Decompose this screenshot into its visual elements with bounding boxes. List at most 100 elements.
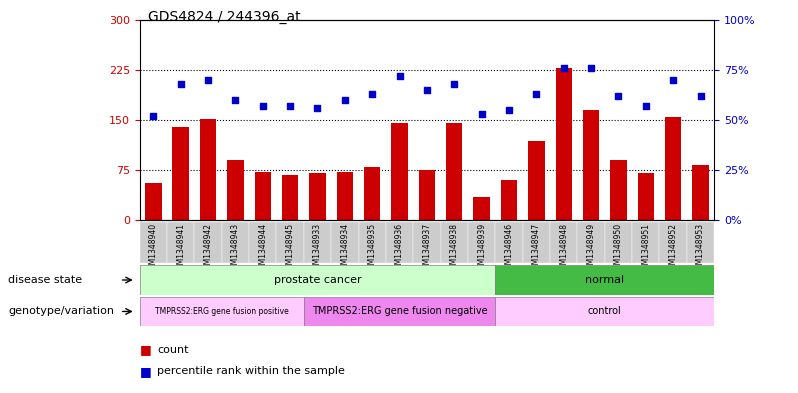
Bar xyxy=(665,117,681,220)
Bar xyxy=(331,222,358,263)
Text: GSM1348942: GSM1348942 xyxy=(203,223,212,274)
Bar xyxy=(222,222,249,263)
Text: GSM1348940: GSM1348940 xyxy=(149,223,158,274)
Text: GSM1348943: GSM1348943 xyxy=(231,223,240,274)
Bar xyxy=(555,68,572,220)
Text: GSM1348945: GSM1348945 xyxy=(286,223,294,274)
Text: GSM1348953: GSM1348953 xyxy=(696,223,705,274)
Bar xyxy=(249,222,276,263)
Text: GSM1348933: GSM1348933 xyxy=(313,223,322,274)
Bar xyxy=(440,222,468,263)
Bar xyxy=(468,222,496,263)
Bar xyxy=(605,222,632,263)
Text: normal: normal xyxy=(585,275,624,285)
Text: disease state: disease state xyxy=(8,275,82,285)
Bar xyxy=(386,222,413,263)
Bar xyxy=(227,160,243,220)
Bar xyxy=(337,172,353,220)
Text: GSM1348948: GSM1348948 xyxy=(559,223,568,274)
Bar xyxy=(167,222,195,263)
Text: ■: ■ xyxy=(140,343,152,356)
Text: genotype/variation: genotype/variation xyxy=(8,307,114,316)
Text: control: control xyxy=(588,307,622,316)
Text: prostate cancer: prostate cancer xyxy=(274,275,361,285)
Text: TMPRSS2:ERG gene fusion positive: TMPRSS2:ERG gene fusion positive xyxy=(155,307,289,316)
Bar xyxy=(693,165,709,220)
Point xyxy=(585,64,598,71)
Point xyxy=(229,97,242,103)
Bar xyxy=(473,196,490,220)
Bar xyxy=(304,222,331,263)
Text: GSM1348951: GSM1348951 xyxy=(642,223,650,274)
Bar xyxy=(501,180,517,220)
Text: GSM1348936: GSM1348936 xyxy=(395,223,404,274)
Bar xyxy=(200,119,216,220)
Bar xyxy=(195,222,222,263)
Text: GSM1348941: GSM1348941 xyxy=(176,223,185,274)
Text: count: count xyxy=(157,345,188,355)
Bar xyxy=(446,123,463,220)
Bar xyxy=(255,172,271,220)
Point xyxy=(174,81,187,87)
Bar xyxy=(364,167,381,220)
Bar xyxy=(578,222,605,263)
Point xyxy=(202,77,215,83)
Bar xyxy=(638,173,654,220)
Point xyxy=(694,93,707,99)
Bar xyxy=(632,222,659,263)
Bar xyxy=(358,222,386,263)
Text: GSM1348939: GSM1348939 xyxy=(477,223,486,274)
Point xyxy=(338,97,351,103)
Text: GSM1348937: GSM1348937 xyxy=(422,223,432,274)
Bar xyxy=(282,174,298,220)
Point xyxy=(365,91,378,97)
Text: GDS4824 / 244396_at: GDS4824 / 244396_at xyxy=(148,10,300,24)
Point xyxy=(612,93,625,99)
Point xyxy=(667,77,680,83)
Bar xyxy=(550,222,578,263)
Text: GSM1348944: GSM1348944 xyxy=(259,223,267,274)
Bar xyxy=(496,265,714,295)
Bar xyxy=(140,265,496,295)
Point xyxy=(448,81,460,87)
Point xyxy=(284,103,297,109)
Point xyxy=(393,73,406,79)
Bar xyxy=(496,222,523,263)
Point xyxy=(530,91,543,97)
Bar xyxy=(413,222,440,263)
Text: ■: ■ xyxy=(140,365,152,378)
Bar xyxy=(140,222,167,263)
Bar xyxy=(304,297,496,326)
Text: GSM1348949: GSM1348949 xyxy=(587,223,595,274)
Bar xyxy=(391,123,408,220)
Point xyxy=(476,111,488,117)
Bar xyxy=(140,297,304,326)
Bar xyxy=(659,222,687,263)
Text: GSM1348950: GSM1348950 xyxy=(614,223,623,274)
Point xyxy=(639,103,652,109)
Bar xyxy=(419,170,435,220)
Point xyxy=(147,113,160,119)
Text: GSM1348947: GSM1348947 xyxy=(532,223,541,274)
Bar xyxy=(172,127,189,220)
Bar xyxy=(687,222,714,263)
Bar xyxy=(145,183,161,220)
Bar xyxy=(310,173,326,220)
Point xyxy=(311,105,324,111)
Point xyxy=(557,64,570,71)
Point xyxy=(421,87,433,93)
Text: GSM1348934: GSM1348934 xyxy=(341,223,350,274)
Text: percentile rank within the sample: percentile rank within the sample xyxy=(157,366,345,376)
Point xyxy=(256,103,269,109)
Text: TMPRSS2:ERG gene fusion negative: TMPRSS2:ERG gene fusion negative xyxy=(312,307,488,316)
Bar xyxy=(496,297,714,326)
Text: GSM1348938: GSM1348938 xyxy=(450,223,459,274)
Text: GSM1348935: GSM1348935 xyxy=(368,223,377,274)
Bar xyxy=(583,110,599,220)
Bar xyxy=(523,222,550,263)
Bar xyxy=(276,222,304,263)
Point xyxy=(503,107,516,113)
Bar xyxy=(528,141,544,220)
Text: GSM1348952: GSM1348952 xyxy=(669,223,678,274)
Text: GSM1348946: GSM1348946 xyxy=(504,223,513,274)
